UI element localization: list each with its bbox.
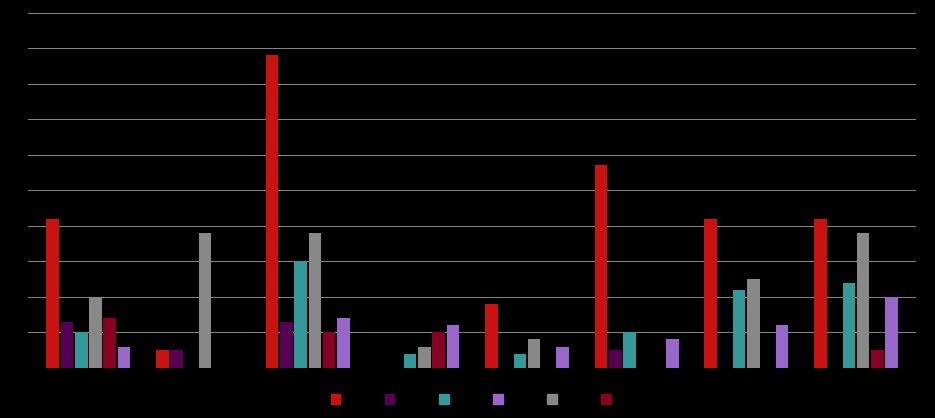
Bar: [885, 297, 898, 368]
Bar: [842, 283, 856, 368]
Bar: [556, 347, 568, 368]
Bar: [447, 325, 459, 368]
Bar: [309, 233, 321, 368]
Bar: [295, 261, 307, 368]
Bar: [323, 332, 336, 368]
Bar: [871, 350, 884, 368]
Bar: [776, 325, 788, 368]
Bar: [747, 279, 760, 368]
Bar: [418, 347, 431, 368]
Bar: [104, 318, 116, 368]
Bar: [75, 332, 88, 368]
Bar: [170, 350, 183, 368]
Bar: [609, 350, 622, 368]
Bar: [513, 354, 526, 368]
Bar: [528, 339, 540, 368]
Bar: [118, 347, 130, 368]
Bar: [814, 219, 827, 368]
Bar: [404, 354, 416, 368]
Bar: [61, 322, 73, 368]
Bar: [433, 332, 445, 368]
Bar: [856, 233, 870, 368]
Bar: [156, 350, 168, 368]
Bar: [595, 166, 608, 368]
Bar: [666, 339, 679, 368]
Bar: [266, 55, 279, 368]
Bar: [337, 318, 350, 368]
Bar: [280, 322, 293, 368]
Bar: [704, 219, 717, 368]
Bar: [89, 297, 102, 368]
Bar: [47, 219, 59, 368]
Bar: [624, 332, 636, 368]
Bar: [485, 304, 497, 368]
Legend: , , , , , : , , , , ,: [330, 393, 614, 407]
Bar: [733, 290, 745, 368]
Bar: [199, 233, 211, 368]
